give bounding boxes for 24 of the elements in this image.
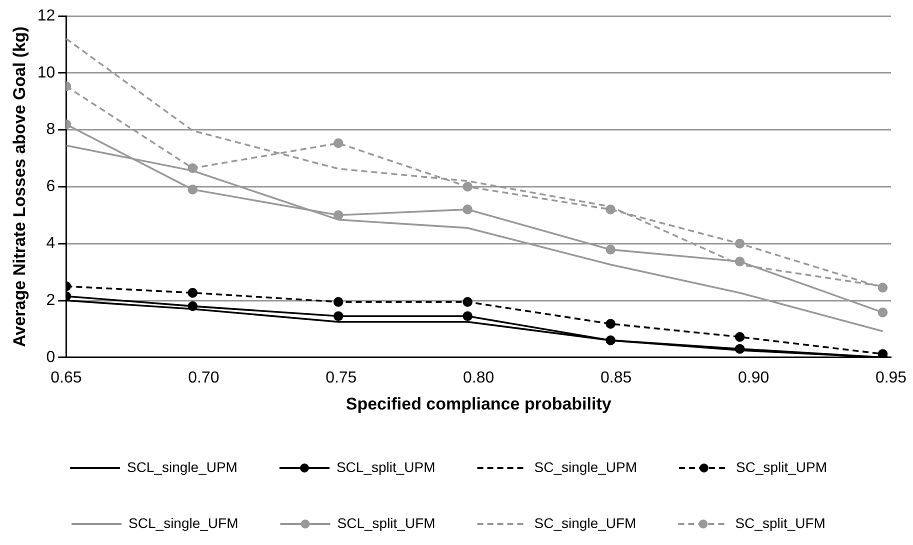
legend-label: SC_split_UFM xyxy=(735,514,826,531)
x-axis-title: Specified compliance probability xyxy=(346,394,612,414)
y-axis-title: Average Nitrate Losses above Goal (kg) xyxy=(10,26,29,347)
y-tick-label: 2 xyxy=(46,292,56,309)
x-tick-label: 0.70 xyxy=(188,369,220,386)
x-tick-label: 0.80 xyxy=(463,369,494,386)
y-tick-label: 4 xyxy=(46,235,56,252)
legend-label: SCL_split_UFM xyxy=(337,514,436,531)
y-tick-label: 8 xyxy=(46,121,56,138)
x-tick-label: 0.90 xyxy=(738,369,770,386)
y-tick-label: 0 xyxy=(46,348,56,366)
legend-label: SCL_split_UPM xyxy=(336,458,436,475)
legend-label: SCL_single_UPM xyxy=(126,458,238,475)
y-tick-label: 10 xyxy=(37,64,56,82)
x-tick-label: 0.95 xyxy=(875,369,907,386)
legend-label: SC_split_UPM xyxy=(736,458,828,475)
x-tick-label: 0.65 xyxy=(50,369,82,386)
legend-label: SC_single_UPM xyxy=(534,458,638,475)
legend-label: SC_single_UFM xyxy=(534,514,636,531)
y-tick-label: 6 xyxy=(46,178,56,196)
x-tick-label: 0.85 xyxy=(600,369,632,386)
legend-label: SCL_single_UFM xyxy=(128,514,238,531)
x-tick-label: 0.75 xyxy=(326,369,357,386)
y-tick-label: 12 xyxy=(37,7,56,24)
